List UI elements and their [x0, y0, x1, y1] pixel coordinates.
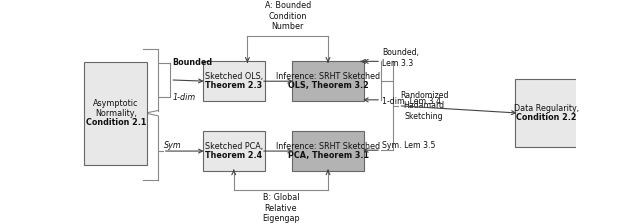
Text: Theorem 2.3: Theorem 2.3	[205, 82, 262, 90]
Text: Asymptotic: Asymptotic	[93, 99, 138, 108]
Text: Data Regularity,: Data Regularity,	[514, 104, 579, 113]
Text: Sketched PCA,: Sketched PCA,	[205, 142, 263, 151]
Text: Normality,: Normality,	[95, 109, 137, 118]
Text: Theorem 2.4: Theorem 2.4	[205, 151, 262, 160]
Text: Condition 2.2: Condition 2.2	[516, 113, 577, 122]
Text: Randomized
Hadamard
Sketching: Randomized Hadamard Sketching	[400, 91, 449, 121]
FancyBboxPatch shape	[515, 79, 577, 147]
Text: OLS, Theorem 3.2: OLS, Theorem 3.2	[287, 82, 369, 90]
Text: A: Bounded
Condition
Number: A: Bounded Condition Number	[264, 1, 311, 31]
Text: Sketched OLS,: Sketched OLS,	[205, 72, 263, 81]
Text: 1-dim. Lem 3.4: 1-dim. Lem 3.4	[382, 97, 441, 106]
FancyBboxPatch shape	[292, 61, 364, 101]
Text: Sym: Sym	[164, 141, 182, 150]
Text: Bounded: Bounded	[172, 58, 212, 67]
Text: 1-dim: 1-dim	[172, 93, 195, 102]
Text: Inference: SRHT Sketched: Inference: SRHT Sketched	[276, 72, 380, 81]
Text: Sym. Lem 3.5: Sym. Lem 3.5	[382, 141, 435, 150]
FancyBboxPatch shape	[84, 62, 147, 164]
Text: Condition 2.1: Condition 2.1	[86, 118, 146, 127]
Text: Inference: SRHT Sketched: Inference: SRHT Sketched	[276, 142, 380, 151]
FancyBboxPatch shape	[202, 131, 265, 171]
FancyBboxPatch shape	[202, 61, 265, 101]
Text: B: Global
Relative
Eigengap: B: Global Relative Eigengap	[262, 193, 300, 223]
Text: Bounded,
Lem 3.3: Bounded, Lem 3.3	[382, 48, 419, 68]
Text: PCA, Theorem 3.1: PCA, Theorem 3.1	[287, 151, 369, 160]
FancyBboxPatch shape	[292, 131, 364, 171]
